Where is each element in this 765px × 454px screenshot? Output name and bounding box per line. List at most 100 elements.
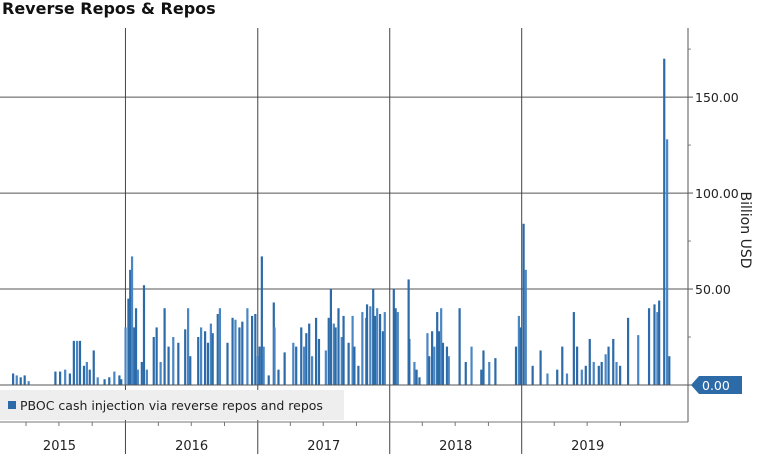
bar: [361, 312, 364, 385]
bar: [127, 298, 130, 385]
bar: [250, 315, 254, 385]
bar: [142, 285, 146, 385]
bar: [206, 342, 210, 385]
bar: [140, 361, 143, 385]
bar: [134, 308, 138, 385]
bar: [337, 308, 340, 385]
bar: [72, 340, 75, 385]
bar: [256, 356, 259, 385]
bar: [480, 369, 483, 385]
bar: [565, 373, 569, 385]
bar: [431, 331, 434, 385]
bar: [470, 346, 473, 385]
bar: [184, 329, 187, 385]
bar: [376, 308, 379, 385]
bar: [96, 377, 99, 385]
bar: [340, 337, 343, 385]
bar: [584, 365, 587, 385]
bar: [658, 300, 661, 385]
chart-title: Reverse Repos & Repos: [2, 0, 216, 18]
bar: [482, 350, 485, 385]
bar: [378, 313, 382, 385]
bar: [303, 346, 306, 385]
bar: [186, 308, 190, 385]
bar: [54, 371, 57, 385]
bar: [619, 365, 622, 385]
bar: [588, 338, 591, 385]
bar: [92, 350, 95, 385]
bar: [267, 375, 270, 385]
bar: [19, 377, 22, 385]
bar: [177, 342, 180, 385]
bar: [418, 377, 421, 385]
bar: [103, 379, 106, 385]
bar: [78, 340, 82, 385]
bars: [12, 58, 671, 385]
bar: [246, 308, 249, 385]
bar: [216, 313, 219, 385]
bar: [413, 361, 416, 385]
bar: [209, 323, 212, 385]
bar: [524, 269, 527, 385]
y-tick-label: 50.00: [695, 282, 731, 297]
bar: [383, 312, 386, 385]
bar: [407, 279, 410, 385]
bar: [517, 315, 521, 385]
bar: [124, 327, 127, 385]
bar: [163, 308, 166, 385]
bar: [458, 308, 461, 385]
last-value-label: 0.00: [702, 378, 730, 393]
bar: [334, 327, 337, 385]
bar: [152, 337, 155, 385]
bar: [647, 308, 651, 385]
bar: [329, 289, 333, 385]
bar: [273, 327, 276, 385]
last-value-tag: [691, 376, 742, 394]
bar: [136, 369, 139, 385]
x-tick-label: 2017: [307, 439, 340, 454]
bar: [394, 308, 397, 385]
bar: [372, 289, 375, 385]
bar: [231, 317, 234, 385]
bar: [437, 331, 441, 385]
bar: [440, 308, 443, 385]
bar: [59, 371, 62, 385]
bar: [381, 331, 385, 385]
x-tick-label: 2016: [175, 439, 208, 454]
bar: [283, 352, 286, 385]
bar: [580, 369, 583, 385]
bar: [519, 327, 522, 385]
bar: [129, 269, 132, 385]
bar: [396, 312, 399, 385]
bar: [68, 373, 71, 385]
bar: [203, 331, 207, 385]
bar: [254, 313, 257, 385]
bar: [353, 346, 356, 385]
bar: [531, 365, 534, 385]
bar: [197, 337, 200, 385]
bar: [433, 346, 436, 385]
bar: [369, 306, 372, 385]
bar: [300, 327, 303, 385]
bar: [357, 365, 360, 385]
bar: [436, 312, 439, 385]
bar: [64, 369, 67, 385]
bar: [546, 373, 549, 385]
bar: [308, 323, 311, 385]
bar: [85, 361, 88, 385]
bar: [373, 315, 377, 385]
legend-swatch: [8, 401, 16, 409]
bar: [241, 321, 244, 385]
bar: [445, 346, 449, 385]
bar: [637, 335, 640, 385]
bar: [130, 256, 134, 385]
bar: [392, 289, 395, 385]
bar: [615, 361, 618, 385]
bar: [415, 369, 418, 385]
x-tick-label: 2019: [571, 439, 604, 454]
legend: PBOC cash injection via reverse repos an…: [0, 390, 344, 420]
bar: [408, 338, 411, 385]
bar: [327, 317, 330, 385]
bar: [604, 354, 607, 385]
